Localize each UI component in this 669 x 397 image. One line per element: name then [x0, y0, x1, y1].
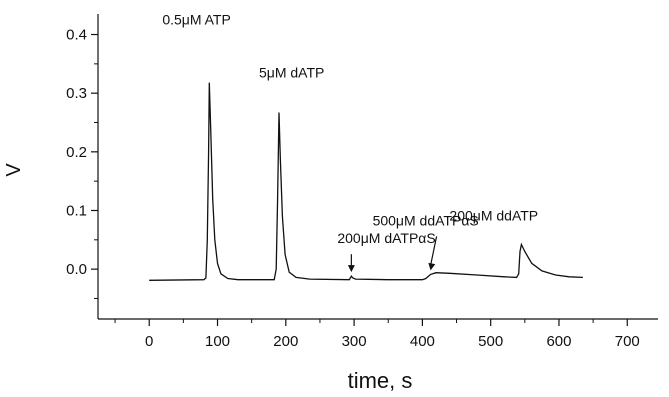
x-tick-label: 100	[205, 333, 230, 350]
x-tick-label: 700	[615, 333, 640, 350]
x-tick-label: 300	[342, 333, 367, 350]
annotation-layer: 0.5μM ATP 5μM dATP 200μM dATPαS 500μM ddATP…	[162, 12, 538, 273]
annotation-label: 5μM dATP	[259, 65, 324, 81]
x-tick-label: 600	[546, 333, 571, 350]
y-tick-label: 0.4	[66, 27, 87, 44]
y-tick-label: 0.3	[66, 85, 87, 102]
x-tick-label: 0	[145, 333, 153, 350]
y-tick-label: 0.2	[66, 144, 87, 161]
plot-frame	[98, 14, 658, 319]
data-trace	[149, 82, 583, 281]
x-tick-label: 200	[273, 333, 298, 350]
annotation-label: 200μM ddATP	[449, 208, 538, 224]
y-axis-title: V	[3, 163, 25, 177]
annotation-label: 200μM dATPαS	[337, 230, 435, 246]
x-tick-label: 400	[410, 333, 435, 350]
annotation-label: 500μM ddATPαS	[373, 212, 479, 228]
x-axis-title: time, s	[348, 368, 413, 393]
ticks-layer: 0 100 200 300 400 500 600 700 0.0 0.1 0.2 0.3 0.4	[66, 27, 640, 350]
annotation-arrow	[429, 236, 438, 266]
x-tick-label: 500	[478, 333, 503, 350]
annotation-arrowhead	[347, 265, 355, 273]
annotation-arrowhead	[428, 262, 436, 271]
annotation-label: 0.5μM ATP	[162, 12, 231, 28]
y-tick-label: 0.1	[66, 202, 87, 219]
y-tick-label: 0.0	[66, 261, 87, 278]
